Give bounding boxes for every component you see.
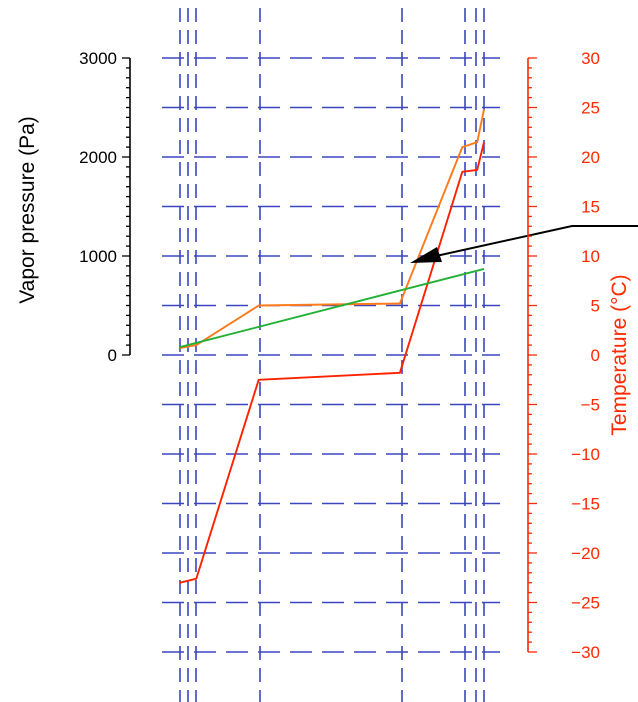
right-tick-label: 25 <box>581 99 600 118</box>
right-tick-label: −15 <box>571 495 600 514</box>
left-tick-label: 0 <box>108 346 117 365</box>
pointer-arrowhead <box>410 247 442 263</box>
left-tick-label: 2000 <box>79 148 117 167</box>
annotation-pointer <box>410 225 638 263</box>
pointer-line <box>435 225 638 257</box>
right-tick-label: 15 <box>581 198 600 217</box>
series-line-2 <box>179 267 485 349</box>
right-tick-label: −25 <box>571 594 600 613</box>
left-axis-title: Vapor pressure (Pa) <box>16 116 39 304</box>
series-lines <box>179 109 485 584</box>
right-tick-label: −5 <box>581 396 600 415</box>
left-tick-label: 3000 <box>79 49 117 68</box>
right-axis-title: Temperature (°C) <box>608 274 631 435</box>
vertical-layer-boundaries <box>179 8 485 702</box>
right-tick-label: −30 <box>571 643 600 662</box>
left-tick-label: 1000 <box>79 247 117 266</box>
horizontal-gridlines <box>162 57 500 653</box>
right-tick-label: 20 <box>581 148 600 167</box>
right-tick-label: 30 <box>581 49 600 68</box>
right-tick-label: 10 <box>581 247 600 266</box>
series-line-1 <box>179 109 485 350</box>
right-axis: 30 25 20 15 10 5 0 −5 −10 −15 −20 −25 −30 <box>527 49 600 662</box>
right-tick-label: −10 <box>571 445 600 464</box>
right-tick-label: 5 <box>591 297 600 316</box>
left-axis: 0 1000 2000 3000 <box>79 49 131 365</box>
right-tick-label: −20 <box>571 544 600 563</box>
series-line-0 <box>179 141 485 584</box>
right-tick-label: 0 <box>591 346 600 365</box>
